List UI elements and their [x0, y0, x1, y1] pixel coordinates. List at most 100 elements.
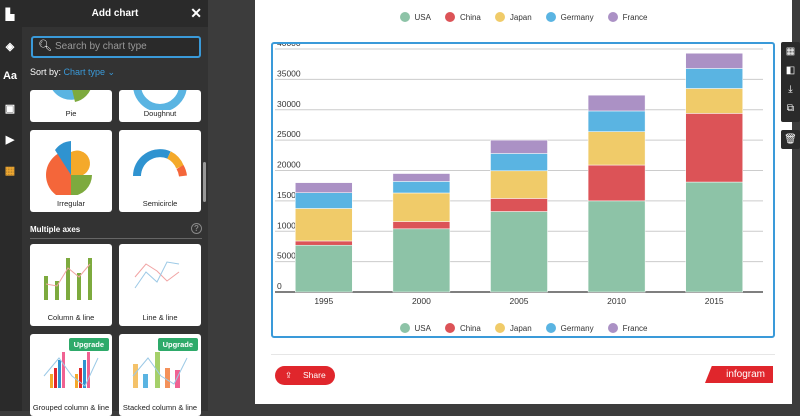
- bar-segment-france: [587, 94, 646, 112]
- legend-item[interactable]: France: [607, 323, 648, 333]
- legend-label: Japan: [509, 12, 532, 22]
- y-tick-label: 35000: [277, 68, 301, 78]
- bar-segment-france: [295, 182, 353, 193]
- legend-swatch: [545, 323, 556, 333]
- card-label: Stacked column & line: [122, 403, 198, 412]
- section-title: Multiple axes: [30, 225, 81, 234]
- chart-card-column-line[interactable]: Column & line: [30, 244, 112, 326]
- legend-item[interactable]: Japan: [494, 12, 532, 22]
- legend-label: USA: [414, 12, 431, 22]
- legend-swatch: [494, 323, 505, 333]
- chart-toolbar: ▦ ◧ ⤓ ⧉: [781, 42, 800, 122]
- legend-item[interactable]: Germany: [545, 323, 594, 333]
- legend-label: France: [622, 12, 648, 22]
- chart-card-pie[interactable]: Pie: [30, 90, 112, 122]
- delete-icon[interactable]: 🗑︎: [781, 130, 800, 149]
- card-label: Semicircle: [142, 199, 178, 208]
- legend-item[interactable]: Japan: [494, 323, 532, 333]
- duplicate-icon[interactable]: ⧉: [786, 103, 795, 114]
- legend-swatch: [607, 12, 618, 22]
- panel-title: Add chart: [91, 8, 139, 19]
- bar-segment-usa: [490, 211, 548, 293]
- share-button[interactable]: ⇪ Share: [275, 366, 335, 385]
- chart-card-irregular[interactable]: Irregular: [30, 130, 112, 212]
- sort-dropdown[interactable]: Chart type ⌄: [63, 67, 116, 77]
- map-icon[interactable]: ◈: [5, 41, 15, 53]
- legend-item[interactable]: France: [607, 12, 648, 22]
- bar-segment-japan: [587, 131, 646, 166]
- card-label: Irregular: [57, 199, 85, 208]
- legend-label: USA: [414, 323, 431, 333]
- semicircle-thumbnail: [133, 149, 187, 177]
- card-label: Column & line: [47, 313, 95, 322]
- divider: [271, 354, 775, 355]
- y-tick-label: 20000: [277, 160, 301, 170]
- bar-segment-germany: [295, 192, 353, 209]
- chart-card-grouped-column-line[interactable]: Upgrade Grouped column & line: [30, 334, 112, 416]
- grid-icon[interactable]: ▦: [785, 46, 796, 57]
- left-toolbar: ▙ ◈ Aa ▣ ▶ ▦: [0, 0, 22, 411]
- legend-item[interactable]: China: [444, 323, 481, 333]
- bar-segment-japan: [295, 208, 353, 242]
- chart-card-semicircle[interactable]: Semicircle: [119, 130, 201, 212]
- legend-item[interactable]: USA: [399, 12, 431, 22]
- legend-label: Germany: [560, 323, 594, 333]
- share-icon: ⇪: [285, 370, 293, 380]
- chart-icon[interactable]: ▙: [5, 9, 15, 21]
- sort-label: Sort by:: [30, 67, 62, 77]
- doughnut-thumbnail: [133, 90, 187, 112]
- bar-segment-france: [490, 139, 548, 154]
- legend-label: Japan: [509, 323, 532, 333]
- chart-card-line-line[interactable]: Line & line: [119, 244, 201, 326]
- y-tick-label: 0: [277, 281, 282, 291]
- search-input[interactable]: 🔍︎ Search by chart type: [31, 36, 201, 58]
- bar-segment-usa: [685, 181, 743, 293]
- legend-swatch: [444, 12, 455, 22]
- legend-item[interactable]: China: [444, 12, 481, 22]
- grouped-thumbnail: [43, 352, 99, 388]
- download-icon[interactable]: ⤓: [788, 84, 793, 95]
- legend-swatch: [494, 12, 505, 22]
- grid-icon[interactable]: ▦: [4, 165, 16, 177]
- legend-label: Germany: [560, 12, 594, 22]
- bar-segment-usa: [392, 228, 451, 293]
- close-icon[interactable]: ✕: [190, 5, 202, 21]
- chart-container[interactable]: 0 5000 10000 15000 20000 25000 30000 35000 40000…: [271, 38, 775, 338]
- bar-segment-germany: [685, 68, 743, 89]
- text-icon[interactable]: Aa: [2, 70, 18, 82]
- upgrade-badge[interactable]: Upgrade: [157, 338, 198, 351]
- search-placeholder: Search by chart type: [55, 41, 147, 52]
- card-label: Pie: [65, 109, 77, 118]
- card-label: Grouped column & line: [32, 403, 110, 412]
- x-tick-label: 2015: [705, 296, 724, 306]
- upgrade-badge[interactable]: Upgrade: [68, 338, 109, 351]
- y-tick-label: 10000: [277, 220, 301, 230]
- image-icon[interactable]: ▣: [4, 103, 16, 115]
- panel-scrollbar[interactable]: [203, 162, 206, 202]
- bar-segment-china: [685, 113, 743, 183]
- bar-segment-usa: [295, 244, 353, 293]
- legend-swatch: [545, 12, 556, 22]
- bar-segment-germany: [490, 153, 548, 172]
- irregular-thumbnail: [46, 141, 92, 200]
- legend-top: USA China Japan Germany France: [255, 12, 792, 24]
- y-tick-label: 25000: [277, 129, 301, 139]
- chart-card-stacked-column-line[interactable]: Upgrade Stacked column & line: [119, 334, 201, 416]
- legend-item[interactable]: Germany: [545, 12, 594, 22]
- card-label: Doughnut: [143, 109, 177, 118]
- x-tick-label: 2000: [412, 296, 431, 306]
- infogram-logo[interactable]: infogram: [705, 366, 773, 383]
- chart-card-doughnut[interactable]: Doughnut: [119, 90, 201, 122]
- bar-segment-china: [295, 240, 353, 246]
- y-tick-label: 15000: [277, 190, 301, 200]
- y-tick-label: 40000: [277, 44, 301, 48]
- legend-label: China: [459, 323, 481, 333]
- legend-item[interactable]: USA: [399, 323, 431, 333]
- sort-control[interactable]: Sort by: Chart type ⌄: [30, 67, 115, 78]
- x-tick-label: 2010: [607, 296, 626, 306]
- search-icon: 🔍︎: [38, 40, 52, 52]
- video-icon[interactable]: ▶: [5, 134, 15, 146]
- help-icon[interactable]: ?: [191, 223, 202, 234]
- swap-icon[interactable]: ◧: [785, 65, 796, 76]
- legend-label: France: [622, 323, 648, 333]
